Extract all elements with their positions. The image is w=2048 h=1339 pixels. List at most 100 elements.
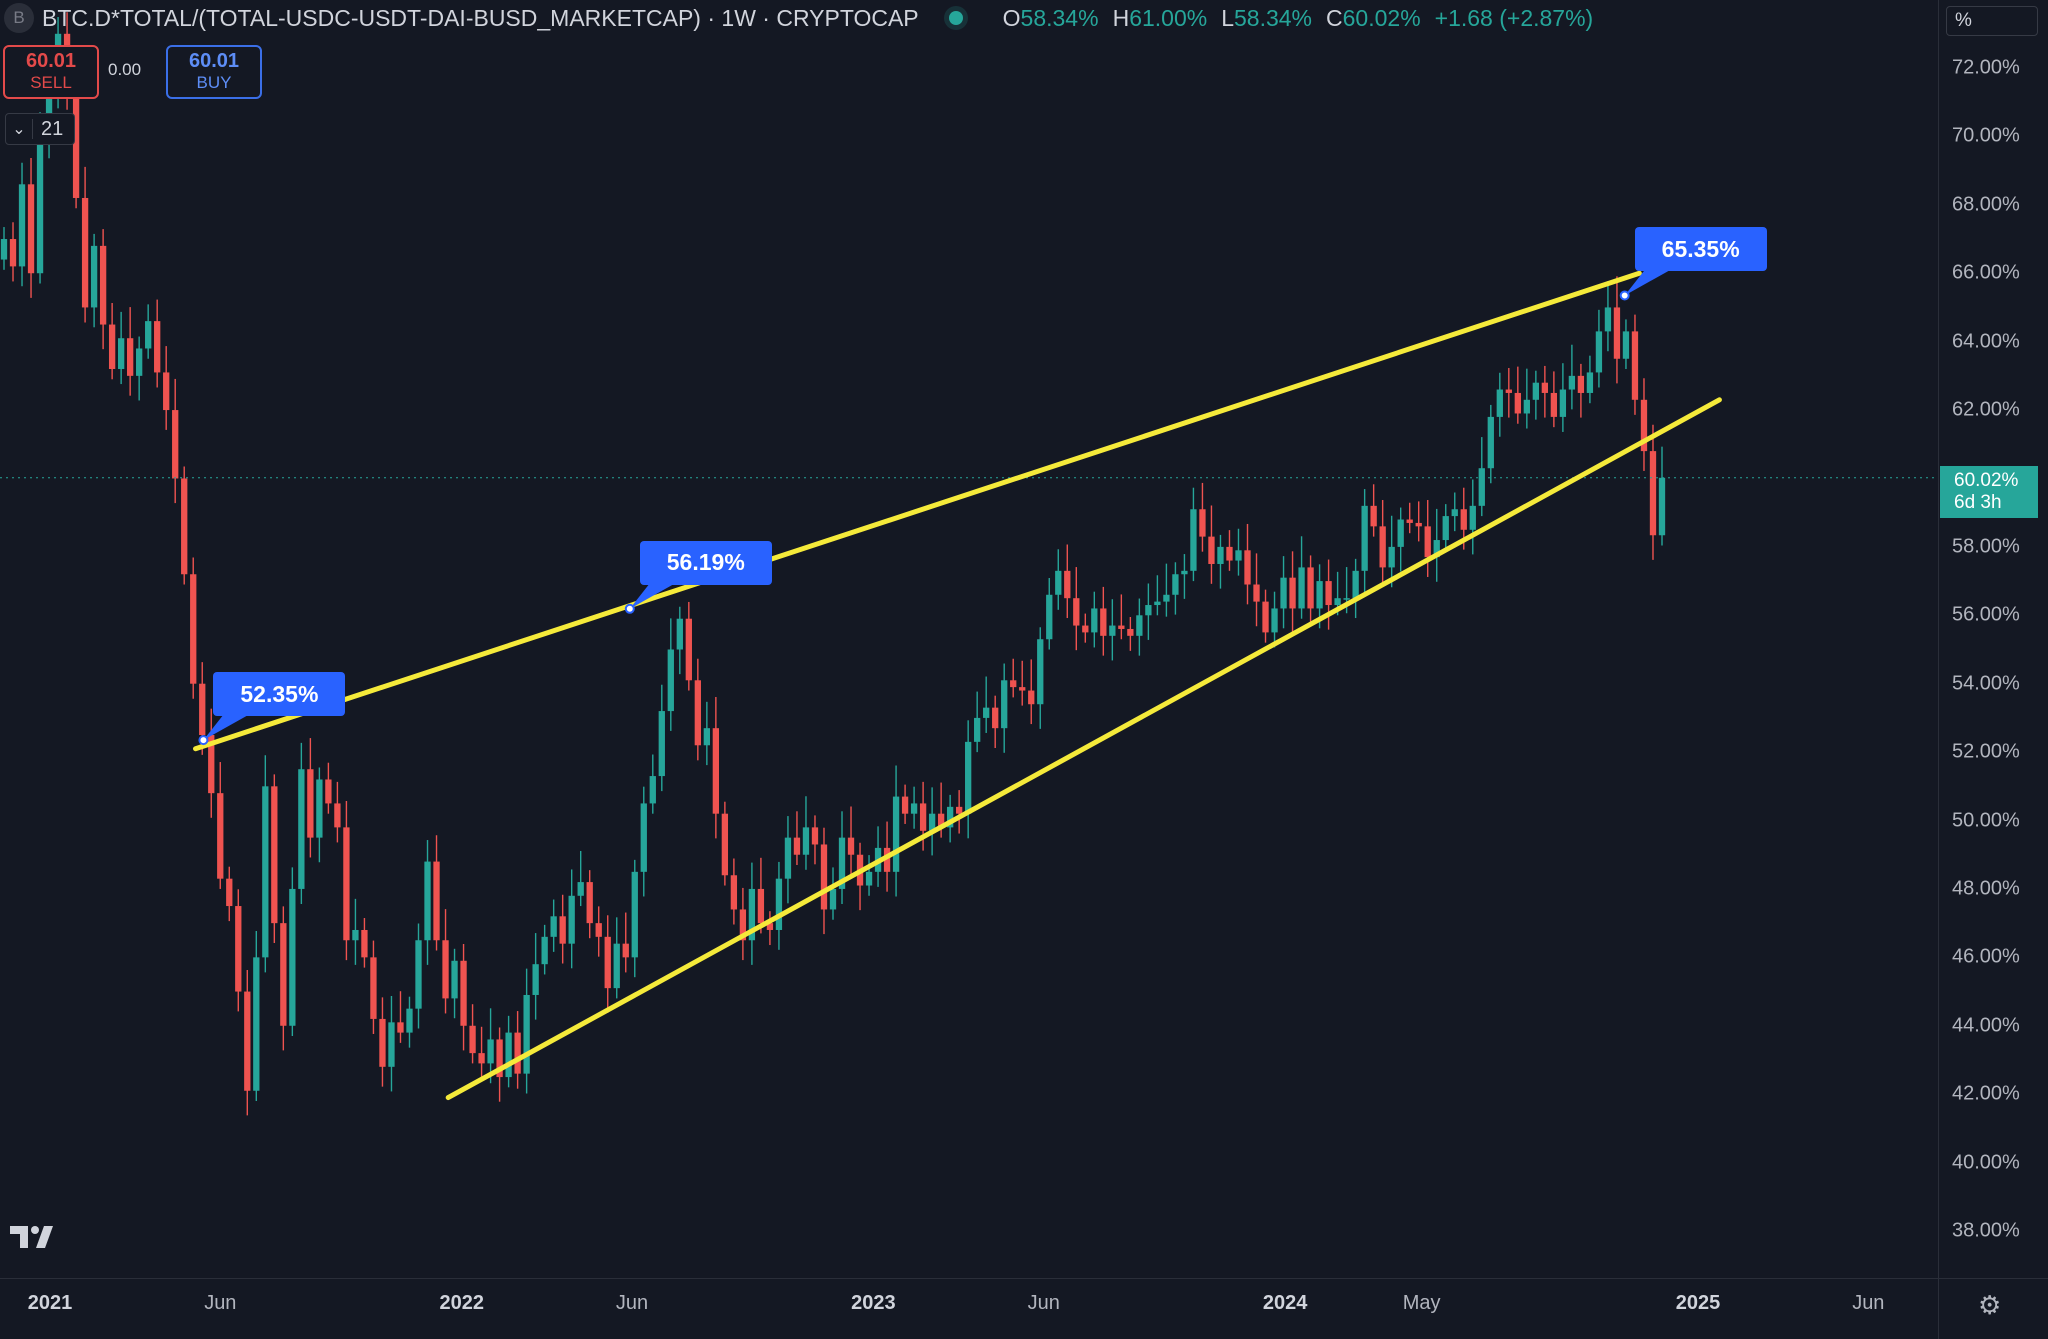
- candle-body: [1316, 581, 1323, 609]
- candle-body: [90, 245, 98, 308]
- candle-body: [1622, 331, 1630, 359]
- candle-body: [1595, 331, 1603, 373]
- candle-body: [343, 827, 350, 941]
- price-tick-3: 66.00%: [1952, 261, 2020, 284]
- candle-body: [415, 940, 422, 1009]
- candle-body: [1055, 570, 1062, 595]
- candle-body: [604, 936, 611, 989]
- candle-body: [235, 906, 242, 992]
- price-tick-5: 62.00%: [1952, 398, 2020, 421]
- tradingview-logo-icon[interactable]: [10, 1224, 62, 1250]
- candle-body: [307, 769, 314, 838]
- time-axis-separator: [0, 1278, 2048, 1279]
- time-tick-3: Jun: [615, 1292, 649, 1314]
- symbol-header: B BTC.D*TOTAL/(TOTAL-USDC-USDT-DAI-BUSD_…: [0, 0, 1593, 36]
- candle-body: [739, 909, 747, 941]
- candle-body: [1451, 509, 1458, 517]
- candle-body: [1082, 625, 1089, 633]
- price-tick-16: 38.00%: [1952, 1219, 2020, 1242]
- candle-body: [1541, 382, 1549, 393]
- price-tick-8: 54.00%: [1952, 672, 2020, 695]
- price-tick-13: 44.00%: [1952, 1014, 2020, 1037]
- candle-body: [1559, 389, 1567, 417]
- candle-body: [649, 776, 656, 804]
- candle-body: [1064, 570, 1071, 599]
- candle-body: [1109, 625, 1116, 636]
- candle-body: [154, 321, 161, 373]
- candle-body: [685, 618, 692, 681]
- candle-body: [784, 837, 792, 879]
- candle-body: [136, 348, 143, 376]
- candle-body: [1163, 594, 1170, 602]
- candle-body: [271, 786, 278, 924]
- price-callout-2[interactable]: 65.35%: [1634, 227, 1767, 272]
- symbol-badge[interactable]: B: [4, 3, 34, 33]
- candle-body: [1154, 601, 1161, 606]
- price-tick-10: 50.00%: [1952, 809, 2020, 832]
- scale-mode-toggle[interactable]: %: [1946, 6, 2038, 36]
- chevron-down-icon[interactable]: ⌄: [6, 119, 33, 139]
- low-value: 58.34%: [1234, 4, 1313, 31]
- price-tick-2: 68.00%: [1952, 193, 2020, 216]
- candle-body: [397, 1022, 404, 1033]
- candle-body: [586, 882, 593, 924]
- change-value: +1.68 (+2.87%): [1434, 4, 1594, 31]
- candle-body: [1604, 307, 1612, 332]
- candle-body: [433, 861, 440, 941]
- candle-body: [163, 372, 170, 411]
- price-callout-1[interactable]: 56.19%: [639, 540, 772, 585]
- candle-body: [1262, 601, 1269, 633]
- candle-body: [1046, 594, 1053, 640]
- candle-body: [721, 813, 729, 876]
- low-label: L: [1221, 4, 1234, 31]
- last-price-value: 60.02%: [1954, 469, 2019, 491]
- candle-body: [1289, 577, 1296, 609]
- candle-body: [1469, 505, 1476, 530]
- candle-body: [1631, 331, 1639, 400]
- candle-body: [325, 779, 332, 804]
- candle-body: [1325, 581, 1332, 606]
- candle-body: [532, 964, 539, 995]
- lower-trendline: [445, 397, 1722, 1101]
- candle-body: [974, 717, 981, 742]
- candle-body: [712, 728, 720, 814]
- symbol-title[interactable]: BTC.D*TOTAL/(TOTAL-USDC-USDT-DAI-BUSD_MA…: [42, 4, 919, 31]
- candle-body: [811, 827, 819, 845]
- candle-body: [1478, 468, 1485, 506]
- candle-body: [352, 929, 359, 941]
- candle-body: [289, 888, 296, 1026]
- price-tick-9: 52.00%: [1952, 740, 2020, 763]
- candle-body: [820, 844, 828, 910]
- candle-body: [1370, 505, 1377, 527]
- buy-button[interactable]: 60.01 BUY: [166, 45, 262, 99]
- candle-body: [1433, 540, 1440, 558]
- candle-body: [460, 960, 467, 1026]
- candle-body: [1271, 608, 1278, 633]
- chart-settings-icon[interactable]: ⚙: [1978, 1290, 2002, 1320]
- candle-body: [667, 649, 674, 712]
- candle-body: [1208, 536, 1215, 564]
- candle-body: [928, 813, 936, 831]
- candle-body: [757, 888, 765, 924]
- candle-body: [1307, 567, 1314, 609]
- candle-body: [748, 888, 756, 941]
- candle-body: [910, 803, 918, 814]
- candle-body: [1019, 687, 1026, 691]
- candle-body: [595, 923, 602, 937]
- price-tick-7: 56.00%: [1952, 603, 2020, 626]
- candle-body: [1406, 519, 1413, 523]
- price-callout-0[interactable]: 52.35%: [213, 672, 346, 717]
- candle-body: [27, 184, 35, 274]
- time-tick-4: 2023: [851, 1292, 896, 1314]
- sell-label: SELL: [30, 73, 72, 92]
- candle-body: [1235, 550, 1242, 561]
- sell-button[interactable]: 60.01 SELL: [3, 45, 99, 99]
- candle-body: [316, 779, 323, 838]
- open-value: 58.34%: [1020, 4, 1099, 31]
- candle-body: [1586, 372, 1594, 393]
- candle-body: [487, 1039, 494, 1064]
- time-tick-1: Jun: [204, 1292, 237, 1314]
- lots-selector[interactable]: ⌄ 21: [5, 113, 75, 145]
- price-tick-6: 58.00%: [1952, 535, 2020, 558]
